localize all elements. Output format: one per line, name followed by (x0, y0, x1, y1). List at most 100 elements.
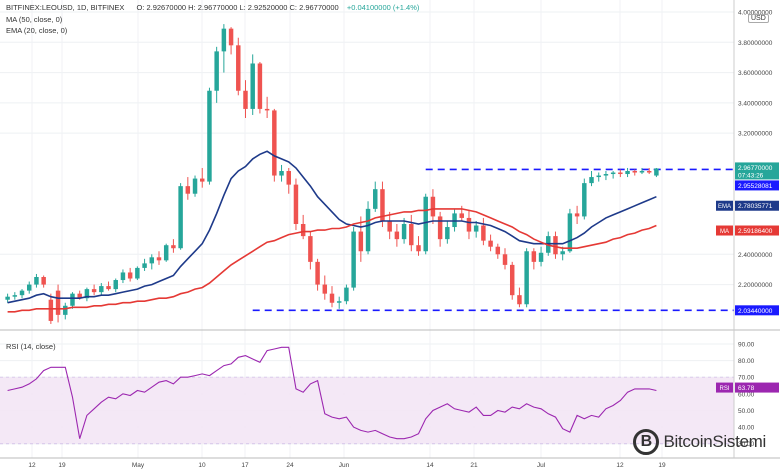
candle-body (55, 290, 61, 315)
candle-body (12, 295, 18, 297)
candle-body (178, 186, 183, 249)
last-price-badge (735, 162, 779, 180)
candle-body (336, 301, 342, 303)
rsi-badge-text: 63.78 (738, 385, 755, 392)
time-tick-label: 12 (28, 462, 36, 469)
rsi-band (0, 377, 734, 444)
rsi-tick-label: 40.00 (738, 425, 755, 432)
candle-body (495, 246, 501, 255)
ma-badge-tag-text: MA (720, 229, 729, 235)
candle-body (149, 257, 155, 264)
candle-body (502, 254, 508, 265)
candle-body (509, 264, 515, 296)
support-badge-text: 2.03440000 (738, 308, 773, 315)
candle-body (156, 257, 162, 261)
candle-body (589, 177, 594, 184)
candle-body (654, 168, 659, 176)
candle-body (272, 110, 277, 176)
candle-body (34, 277, 39, 285)
rsi-badge-tag (716, 382, 733, 393)
header-line: BITFINEX:LEOUSD, 1D, BITFINEX O: 2.92670… (6, 3, 419, 12)
time-tick-label: Jun (339, 462, 350, 469)
ohlc-values: O: 2.92670000 H: 2.96770000 L: 2.9252000… (136, 3, 339, 12)
candle-body (127, 272, 133, 279)
time-tick-label: 12 (616, 462, 624, 469)
rsi-tick-label: 80.00 (738, 358, 755, 365)
change-value: +0.04100000 (+1.4%) (346, 3, 420, 12)
candle-body (610, 172, 616, 175)
candle-body (19, 290, 25, 296)
candles (5, 24, 659, 324)
candle-body (113, 280, 118, 290)
candle-body (517, 295, 522, 305)
time-tick-label: 17 (241, 462, 249, 469)
candle-body (625, 171, 630, 175)
ma-badge-text: 2.59186400 (738, 228, 773, 235)
price-tick-label: 2.20000000 (738, 282, 773, 289)
candle-body (279, 171, 284, 176)
candle-body (437, 216, 443, 240)
candle-body (430, 196, 436, 217)
candle-body (236, 45, 241, 91)
candle-body (387, 220, 392, 232)
candle-body (618, 172, 623, 175)
candle-body (632, 171, 638, 173)
candle-body (315, 261, 320, 285)
time-tick-label: 24 (286, 462, 294, 469)
candle-body (250, 63, 255, 109)
level-lines (252, 168, 734, 312)
candle-body (48, 299, 54, 321)
last-price-text: 2.96770000 (738, 165, 773, 172)
time-tick-label: 21 (470, 462, 478, 469)
candle-body (344, 287, 349, 302)
candle-body (264, 108, 270, 111)
price-tick-label: 3.80000000 (738, 40, 773, 47)
rsi-badge-tag-text: RSI (719, 386, 729, 392)
candle-body (329, 293, 335, 303)
candle-body (63, 305, 68, 315)
candle-body (560, 251, 565, 255)
candle-body (293, 184, 299, 224)
candle-body (423, 196, 428, 252)
candle-body (373, 189, 378, 209)
candle-body (70, 293, 75, 306)
candle-body (646, 171, 652, 173)
rsi-tick-label: 50.00 (738, 408, 755, 415)
time-tick-label: May (132, 462, 145, 469)
ma-legend: MA (50, close, 0) (6, 15, 63, 24)
ma-badge (735, 225, 779, 236)
time-tick-label: Jul (537, 462, 546, 469)
time-tick-label: 14 (426, 462, 434, 469)
candle-body (351, 231, 356, 288)
ema-badge-tag (716, 200, 733, 211)
time-tick-label: 19 (58, 462, 66, 469)
candle-body (596, 175, 601, 178)
candle-body (308, 236, 313, 262)
candle-body (91, 289, 97, 293)
candle-body (135, 267, 140, 279)
candle-body (77, 293, 82, 299)
rsi-tick-label: 90.00 (738, 342, 755, 349)
rsi-tick-label: 60.00 (738, 391, 755, 398)
candle-body (286, 171, 291, 185)
currency-button[interactable]: USD (748, 14, 769, 23)
rsi-tick-label: 30.00 (738, 441, 755, 448)
candle-body (192, 178, 198, 194)
rsi-legend: RSI (14, close) (6, 342, 56, 351)
candle-body (322, 284, 328, 294)
candle-body (603, 174, 609, 176)
candle-body (26, 284, 32, 291)
candle-body (481, 225, 486, 241)
candle-body (531, 251, 537, 262)
candle-body (243, 90, 248, 109)
candle-body (99, 286, 104, 293)
ema-badge-tag-text: EMA (718, 204, 731, 210)
candle-body (416, 245, 421, 252)
candle-body (171, 245, 176, 249)
ema-badge (735, 200, 779, 211)
candle-body (582, 183, 587, 217)
candle-body (142, 263, 147, 268)
candle-body (221, 28, 227, 52)
candle-body (228, 28, 234, 46)
